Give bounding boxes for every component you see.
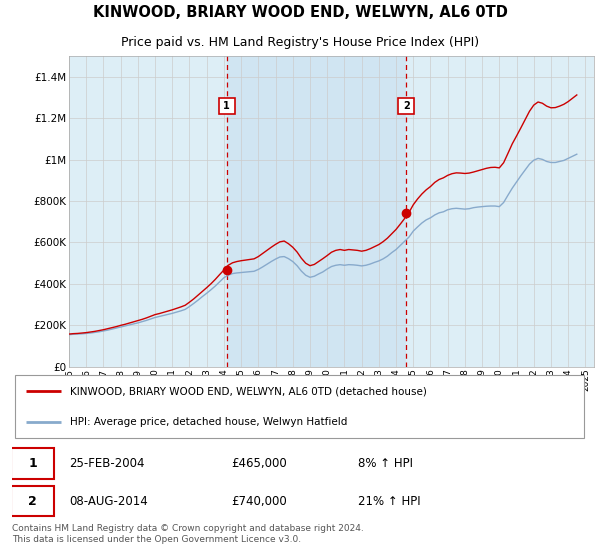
Text: 1: 1: [28, 457, 37, 470]
FancyBboxPatch shape: [11, 486, 54, 516]
Text: HPI: Average price, detached house, Welwyn Hatfield: HPI: Average price, detached house, Welw…: [70, 417, 347, 427]
Text: 08-AUG-2014: 08-AUG-2014: [70, 495, 148, 508]
Text: 2: 2: [403, 101, 410, 111]
Text: 25-FEB-2004: 25-FEB-2004: [70, 457, 145, 470]
Text: £465,000: £465,000: [231, 457, 287, 470]
Text: Price paid vs. HM Land Registry's House Price Index (HPI): Price paid vs. HM Land Registry's House …: [121, 36, 479, 49]
Text: 8% ↑ HPI: 8% ↑ HPI: [358, 457, 413, 470]
Text: 2: 2: [28, 495, 37, 508]
Text: £740,000: £740,000: [231, 495, 287, 508]
Bar: [227, 56, 406, 367]
Text: KINWOOD, BRIARY WOOD END, WELWYN, AL6 0TD: KINWOOD, BRIARY WOOD END, WELWYN, AL6 0T…: [92, 6, 508, 20]
Text: Contains HM Land Registry data © Crown copyright and database right 2024.
This d: Contains HM Land Registry data © Crown c…: [12, 524, 364, 544]
FancyBboxPatch shape: [15, 375, 584, 438]
Text: 1: 1: [223, 101, 230, 111]
Text: KINWOOD, BRIARY WOOD END, WELWYN, AL6 0TD (detached house): KINWOOD, BRIARY WOOD END, WELWYN, AL6 0T…: [70, 386, 427, 396]
FancyBboxPatch shape: [11, 449, 54, 479]
Text: 21% ↑ HPI: 21% ↑ HPI: [358, 495, 420, 508]
